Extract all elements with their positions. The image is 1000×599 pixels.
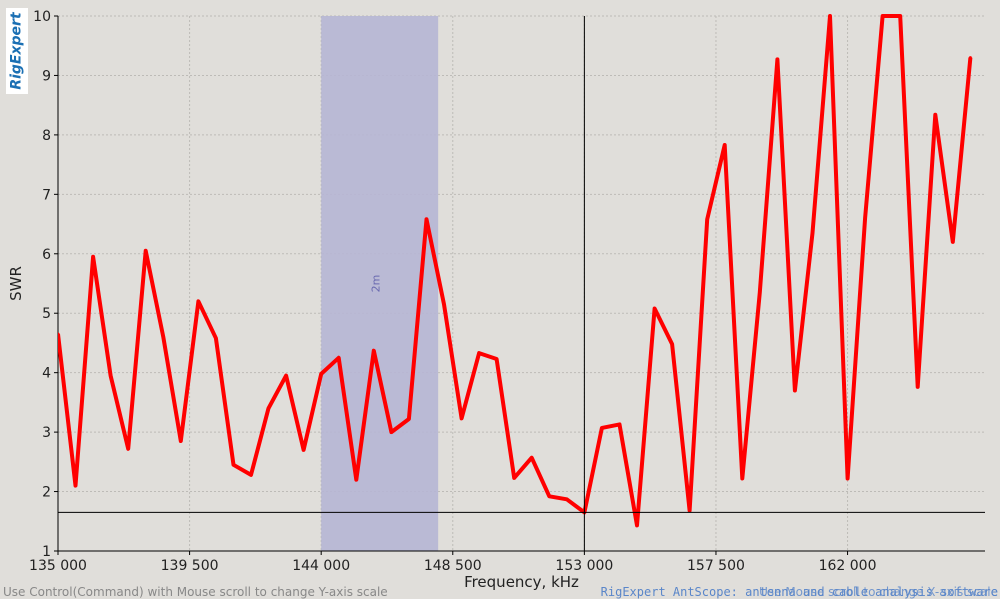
axes [54,15,985,555]
y-tick-label: 5 [42,306,51,322]
swr-point [653,306,657,310]
status-credit: RigExpert AntScope: antenna and cable an… [600,585,998,599]
swr-point [881,14,885,18]
y-tick-label: 2 [42,485,51,501]
swr-point [565,497,569,501]
swr-point [442,302,446,306]
swr-point [600,426,604,430]
y-tick-label: 1 [42,544,51,560]
y-tick-label: 10 [33,9,51,25]
swr-point [547,494,551,498]
swr-point [196,299,200,303]
swr-point [337,356,341,360]
swr-point [951,240,955,244]
swr-point [267,406,271,410]
swr-point [688,509,692,513]
swr-point [670,342,674,346]
swr-point [933,113,937,117]
x-tick-label: 162 000 [819,558,877,574]
swr-point [284,374,288,378]
y-axis-title: SWR [7,266,25,301]
swr-point [74,484,78,488]
y-tick-label: 7 [42,187,51,203]
band-2m: 2m [321,16,439,551]
swr-point [916,385,920,389]
x-tick-label: 135 000 [29,558,87,574]
swr-point [319,372,323,376]
y-tick-label: 6 [42,247,51,263]
x-tick-label: 148 500 [424,558,482,574]
band-label: 2m [370,275,383,293]
swr-point [58,332,60,336]
swr-point [424,217,428,221]
swr-point [407,417,411,421]
swr-point [302,448,306,452]
swr-point [530,456,534,460]
swr-point [477,351,481,355]
swr-point [109,374,113,378]
swr-point [249,473,253,477]
rigexpert-logo: RigExpert [6,8,28,94]
swr-point [214,336,218,340]
cursor-crosshair[interactable] [58,16,985,551]
status-hint-x: Use Mouse scroll to change X-axis scale [759,585,998,599]
swr-point [231,463,235,467]
x-tick-label: 144 000 [292,558,350,574]
swr-point [793,389,797,392]
swr-point [617,422,621,426]
x-tick-label: 157 500 [687,558,745,574]
swr-point [968,56,972,60]
swr-point [460,416,464,420]
y-tick-label: 3 [42,425,51,441]
swr-point [846,476,850,480]
swr-point [775,57,779,61]
swr-point [161,335,165,339]
swr-point [635,523,639,527]
axis-labels: 1 2 3 4 5 6 7 8 9 10 135 000 139 500 144 000 148 500 1… [7,9,877,591]
logo-text: RigExpert [9,12,25,90]
swr-point [126,447,130,451]
swr-point [898,14,902,18]
swr-point [354,478,358,482]
swr-point [723,143,727,147]
swr-line [58,14,973,528]
x-tick-label: 153 000 [555,558,613,574]
swr-point [705,217,709,221]
swr-point [512,476,516,480]
swr-point [91,255,95,259]
x-tick-label: 139 500 [161,558,219,574]
swr-series [58,14,973,528]
swr-point [495,357,499,361]
swr-point [863,216,867,220]
swr-point [810,231,814,235]
y-tick-label: 4 [42,366,51,382]
swr-point [144,249,148,253]
swr-point [828,14,832,18]
x-axis-title: Frequency, kHz [464,573,579,591]
swr-point [758,290,762,294]
y-tick-label: 8 [42,128,51,144]
swr-point [740,476,744,480]
band-rect [321,16,439,551]
swr-point [389,430,393,434]
swr-point [179,439,183,443]
status-hint: Use Control(Command) with Mouse scroll t… [3,585,388,599]
swr-point [372,349,376,353]
y-tick-label: 9 [42,68,51,84]
